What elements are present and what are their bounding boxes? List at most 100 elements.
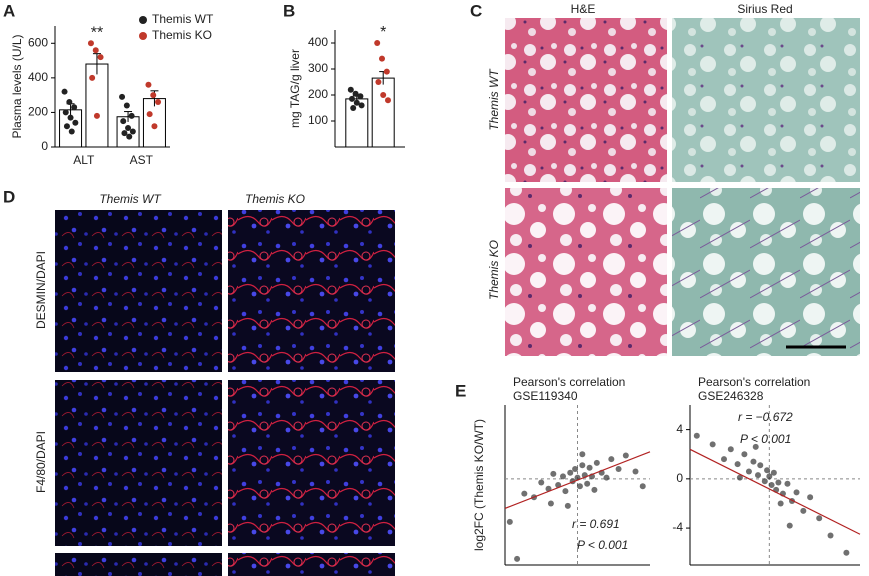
- chart-title: Pearson's correlation: [698, 375, 810, 389]
- y-tick-label: 4: [676, 422, 683, 436]
- data-point: [736, 474, 743, 481]
- data-point: [816, 515, 823, 522]
- y-tick-label: 200: [308, 87, 328, 101]
- data-point: [579, 462, 586, 469]
- y-tick-label: -4: [672, 520, 683, 534]
- data-point: [353, 99, 360, 106]
- data-point: [358, 102, 365, 109]
- data-point: [538, 479, 545, 486]
- significance: *: [380, 24, 386, 41]
- data-point: [761, 478, 768, 485]
- data-point: [766, 473, 773, 480]
- data-point: [119, 93, 126, 100]
- data-point: [63, 123, 70, 130]
- data-point: [121, 130, 128, 137]
- legend-marker: [139, 32, 147, 40]
- row-label: DESMIN/DAPI: [34, 251, 48, 329]
- micrograph: [228, 553, 395, 576]
- chart-subtitle: GSE119340: [513, 389, 578, 403]
- data-point: [786, 522, 793, 529]
- micrograph: [505, 188, 667, 356]
- data-point: [784, 480, 791, 487]
- data-point: [622, 452, 629, 459]
- data-point: [71, 104, 78, 111]
- y-tick-label: 400: [28, 70, 48, 84]
- data-point: [155, 99, 162, 106]
- data-point: [608, 456, 615, 463]
- y-tick-label: 100: [308, 113, 328, 127]
- data-point: [764, 467, 771, 474]
- legend-label: Themis WT: [152, 12, 214, 26]
- data-point: [62, 109, 69, 116]
- statistic: r = −0.672: [738, 410, 793, 424]
- data-point: [693, 432, 700, 439]
- data-point: [120, 118, 127, 125]
- data-point: [775, 479, 782, 486]
- data-point: [150, 92, 157, 99]
- data-point: [564, 502, 571, 509]
- bar: [85, 63, 109, 148]
- data-point: [357, 93, 364, 100]
- data-point: [603, 474, 610, 481]
- micrograph: [505, 18, 667, 182]
- data-point: [61, 88, 68, 95]
- y-tick-label: 200: [28, 105, 48, 119]
- data-point: [576, 483, 583, 490]
- data-point: [727, 446, 734, 453]
- y-axis-label: log2FC (Themis KO/WT): [472, 419, 486, 551]
- data-point: [562, 488, 569, 495]
- chart-subtitle: GSE246328: [698, 389, 764, 403]
- data-point: [572, 466, 579, 472]
- panel-label: C: [470, 1, 482, 20]
- data-point: [67, 114, 74, 121]
- data-point: [734, 461, 741, 468]
- data-point: [128, 112, 135, 119]
- x-tick-label: ALT: [73, 153, 95, 167]
- row-label: F4/80/DAPI: [34, 431, 48, 493]
- data-point: [560, 473, 566, 480]
- data-point: [639, 483, 646, 490]
- y-tick-label: 0: [676, 471, 683, 485]
- data-point: [350, 105, 357, 111]
- column-label: Themis WT: [99, 192, 162, 206]
- data-point: [375, 79, 382, 85]
- data-point: [68, 128, 75, 135]
- data-point: [374, 40, 381, 46]
- data-point: [768, 482, 775, 488]
- panel-label: E: [455, 381, 466, 400]
- data-point: [349, 95, 355, 102]
- data-point: [632, 468, 639, 475]
- data-point: [151, 123, 158, 130]
- data-point: [793, 489, 800, 496]
- micrograph: [55, 553, 222, 576]
- y-axis-label: mg TAG/g liver: [288, 49, 302, 128]
- data-point: [385, 97, 391, 104]
- micrograph: [55, 210, 222, 372]
- significance: **: [91, 25, 103, 42]
- row-label: Themis KO: [487, 240, 501, 300]
- data-point: [92, 47, 99, 54]
- data-point: [145, 81, 152, 88]
- data-point: [66, 99, 73, 106]
- data-point: [97, 54, 104, 61]
- data-point: [550, 470, 557, 477]
- data-point: [72, 119, 79, 126]
- y-axis-label: Plasma levels (U/L): [10, 34, 24, 138]
- legend-label: Themis KO: [152, 28, 212, 42]
- panel-label: B: [283, 1, 295, 20]
- y-tick-label: 0: [41, 139, 48, 153]
- statistic: P < 0.001: [577, 538, 628, 552]
- data-point: [755, 472, 761, 479]
- data-point: [757, 462, 764, 469]
- data-point: [584, 480, 591, 487]
- data-point: [125, 124, 132, 131]
- data-point: [347, 86, 354, 93]
- data-point: [800, 507, 807, 514]
- data-point: [770, 469, 777, 476]
- data-point: [567, 469, 574, 476]
- y-tick-label: 300: [308, 61, 328, 75]
- micrograph: [228, 380, 395, 546]
- data-point: [777, 500, 784, 507]
- data-point: [721, 456, 727, 463]
